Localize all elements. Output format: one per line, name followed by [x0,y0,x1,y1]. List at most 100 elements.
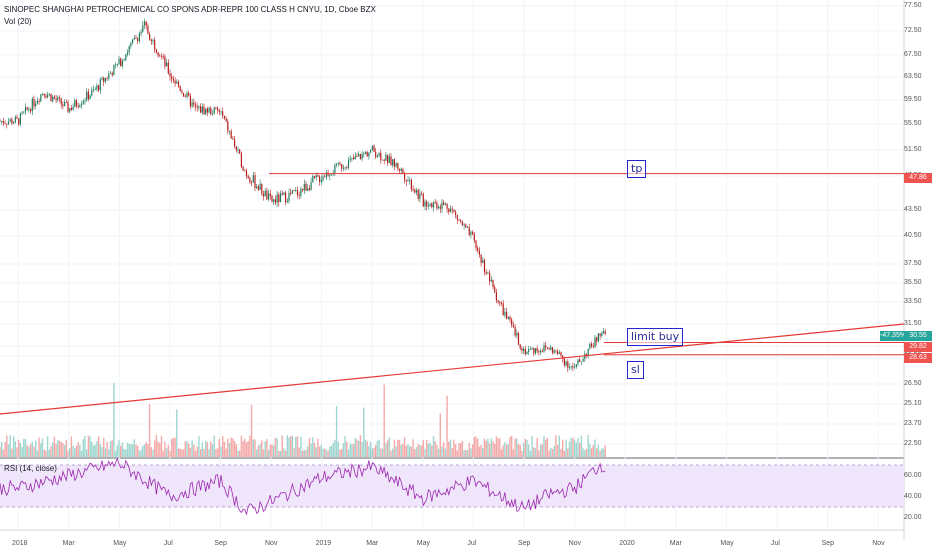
trendline[interactable] [0,323,905,415]
candle-body [53,96,55,99]
volume-bar [12,436,15,457]
candle-body [392,159,394,166]
volume-bar [308,438,311,457]
volume-bar [179,448,181,457]
volume-bar [487,438,489,457]
candle-body [339,163,341,165]
candle-body [591,343,593,347]
candle-body [468,227,470,235]
volume-bar [485,440,487,457]
volume-bar [371,448,373,457]
candle-body [87,91,89,99]
volume-bar [276,438,278,457]
candle-body [463,224,465,226]
candle-body [166,62,168,67]
candle-body [210,107,212,115]
time-axis-tick: Sep [214,540,227,547]
time-axis-tick: Mar [366,540,379,547]
volume-bar [137,445,139,457]
volume-bar [522,442,525,457]
candle-body [575,364,577,367]
volume-bar [324,448,326,457]
time-axis-tick: 2020 [619,540,635,547]
candle-body [443,202,445,205]
candle-body [341,164,343,169]
candle-body [26,107,28,110]
candle-body [504,311,506,316]
candle-body [500,303,503,304]
time-axis-tick: Jul [771,540,780,547]
price-axis-tick: 40.50 [904,232,922,239]
candle-body [30,109,32,112]
price-axis-tick: 31.50 [904,320,922,327]
volume-bar [420,445,423,457]
volume-bar [145,441,147,457]
volume-bar [519,444,521,457]
volume-bar [164,441,166,457]
candle-body [225,118,227,122]
volume-bar [11,448,13,457]
sl-note[interactable]: sl [627,361,644,379]
candle-body [65,102,67,103]
candle-body [160,56,163,58]
candle-body [383,159,385,161]
candle-body [23,111,25,113]
candle-body [580,361,582,363]
candle-body [283,192,285,195]
candle-body [38,100,40,102]
volume-bar [296,436,299,457]
candle-body [155,49,157,53]
volume-bar [373,447,375,457]
volume-bar [478,446,481,457]
limit-buy-note[interactable]: limit buy [627,328,684,346]
grid-lines [0,0,904,530]
candle-body [176,81,178,84]
candle-body [494,287,496,293]
price-axis-tick: 33.50 [904,298,922,305]
candle-body [473,234,475,241]
candle-body [562,355,564,359]
volume-bar [351,444,353,457]
tp-note[interactable]: tp [627,160,647,178]
candle-body [50,94,52,101]
volume-bar [4,442,6,457]
rsi-line [0,457,606,516]
candle-body [342,167,344,169]
volume-bar [70,436,73,457]
volume-bar [57,439,59,457]
volume-bar [422,440,424,457]
volume-bar [587,435,589,457]
volume-bar [233,441,236,457]
candle-body [568,367,571,368]
volume-bar [7,444,10,457]
candle-body [579,359,581,362]
volume-bar [500,449,503,457]
volume-bar [239,450,241,457]
candle-body [62,104,64,107]
volume-bar [453,439,455,457]
volume-bar [368,446,370,457]
candle-body [118,58,120,65]
price-axis-tick: 35.50 [904,279,922,286]
candle-body [313,176,316,178]
volume-bar [52,442,54,457]
candle-body [587,348,589,356]
volume-bar [21,446,23,457]
volume-bar [220,446,222,457]
candle-body [223,115,225,119]
candle-body [45,95,47,98]
candle-body [585,353,588,356]
volume-bar [181,449,183,457]
volume-bar [604,444,606,457]
volume-bar [108,449,110,457]
volume-bar [72,445,74,457]
volume-bar [317,438,319,457]
candle-body [96,85,98,90]
candle-body [407,180,409,182]
volume-bar [577,438,579,457]
volume-bar [584,450,586,457]
volume-bar [546,437,549,457]
candle-body [402,168,404,174]
